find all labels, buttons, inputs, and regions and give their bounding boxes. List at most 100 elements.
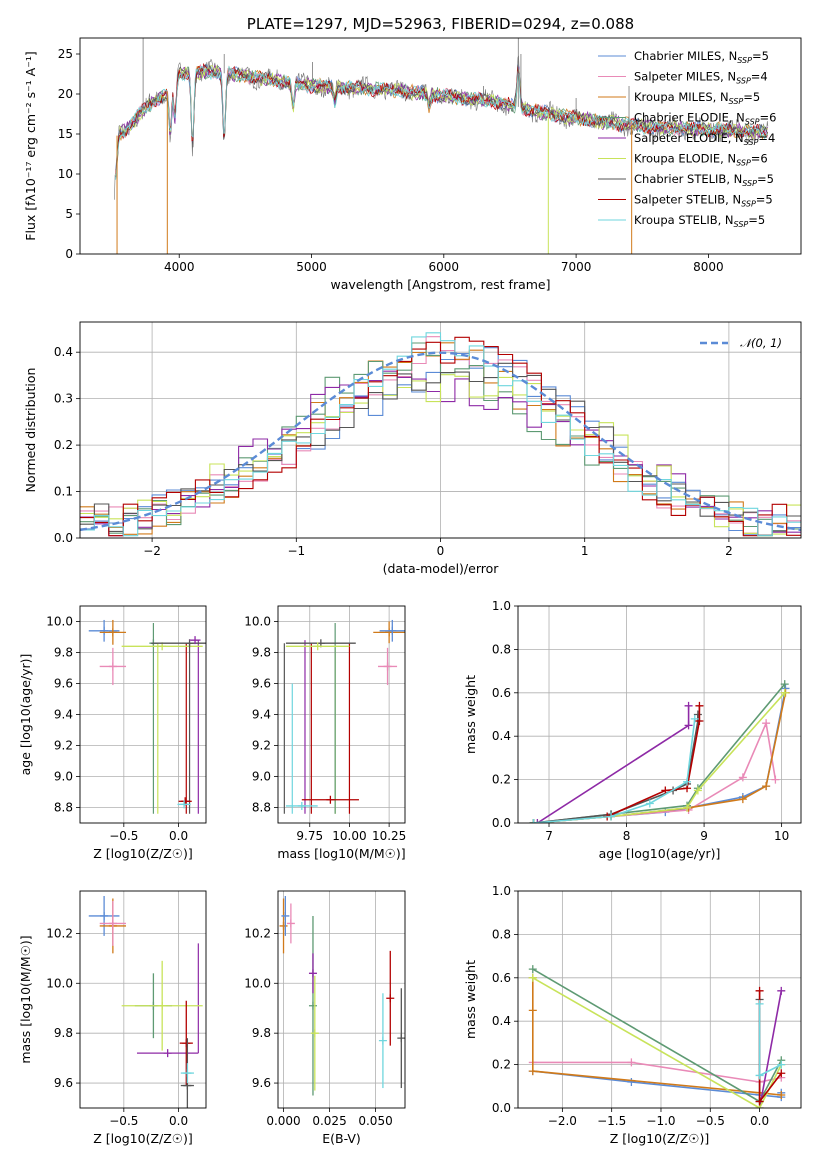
y-tick-label: 10.0	[46, 615, 73, 629]
x-tick-label: 0.0	[169, 1114, 188, 1128]
age_vs_Z-panel: −0.5 0.0 8.8 9.0 9.2 9.4 9.6 9.8 10.0 Z [log10(Z/…	[18, 605, 207, 861]
point-marker	[297, 801, 306, 810]
point-marker	[310, 1029, 319, 1038]
point-marker	[108, 628, 117, 637]
point-marker	[313, 642, 322, 651]
point-marker	[308, 969, 317, 978]
axes-frame	[277, 890, 406, 1109]
x-tick-label: −1.5	[597, 1114, 626, 1128]
x-tick-label: 5000	[296, 260, 327, 274]
mass-weight-marker	[695, 701, 704, 710]
mw_vs_Z-panel: −2.0 −1.5 −1.0 −0.5 0.0 0.0 0.2 0.4 0.6 0.8 1.0 Z […	[463, 884, 802, 1146]
y-tick-label: 9.0	[54, 770, 73, 784]
x-tick-label: −0.5	[109, 829, 138, 843]
y-tick-label: 8.8	[54, 801, 73, 815]
y-axis-label: Normed distribution	[23, 368, 38, 493]
mass-weight-line-chabrier-elodie	[533, 683, 786, 823]
mass-weight-marker	[755, 1097, 764, 1106]
x-tick-label: 2	[725, 544, 733, 558]
mass-weight-line-salpeter-stelib	[606, 705, 701, 818]
data-point-salpeter-miles	[286, 903, 295, 944]
x-axis-label: (data-model)/error	[383, 561, 500, 576]
mass-weight-marker	[683, 803, 692, 812]
legend-label: Chabrier MILES, NSSP=5	[634, 49, 769, 65]
mass-weight-marker	[627, 1077, 636, 1086]
y-tick-label: 0.2	[54, 438, 73, 452]
age_vs_mass-panel: 9.75 10.00 10.25 8.8 9.0 9.2 9.4 9.6 9.8 10.0 mass…	[244, 605, 406, 861]
axes-frame	[79, 37, 802, 255]
x-tick-label: 0.050	[358, 1114, 392, 1128]
data-point-chabrier-miles	[281, 895, 290, 936]
y-tick-label: 0	[65, 247, 73, 261]
point-marker	[183, 1069, 192, 1078]
y-tick-label: 20	[58, 87, 73, 101]
point-marker	[163, 1049, 172, 1058]
x-tick-label: 1	[581, 544, 589, 558]
mass-weight-line-salpeter-elodie	[536, 705, 690, 823]
x-tick-label: 10.00	[332, 829, 366, 843]
y-tick-label: 10.2	[46, 926, 73, 940]
mass-weight-line-salpeter-miles	[532, 1061, 782, 1083]
x-tick-label: 9.75	[296, 829, 323, 843]
data-point-salpeter-elodie	[308, 953, 317, 994]
y-tick-label: 0.0	[492, 816, 511, 830]
y-tick-label: 9.8	[54, 646, 73, 660]
mass-weight-marker	[693, 786, 702, 795]
mass-weight-marker	[661, 786, 670, 795]
data-point-salpeter-stelib	[301, 795, 359, 804]
y-tick-label: 0.0	[492, 1101, 511, 1115]
axes-frame	[517, 605, 802, 824]
data-point-kroupa-elodie	[285, 642, 350, 651]
y-tick-label: 0.8	[492, 927, 511, 941]
y-tick-label: 9.0	[252, 770, 271, 784]
x-axis-label: wavelength [Angstrom, rest frame]	[330, 277, 550, 292]
x-tick-label: 8	[623, 829, 631, 843]
point-marker	[326, 795, 335, 804]
data-point-salpeter-stelib	[179, 1000, 193, 1086]
mass-weight-marker	[777, 986, 786, 995]
mass-weight-marker	[762, 782, 771, 791]
x-tick-label: 0	[437, 544, 445, 558]
x-tick-label: 0.0	[169, 829, 188, 843]
point-marker	[180, 800, 189, 809]
y-axis-label: age [log10(age/yr)]	[18, 654, 33, 776]
y-tick-label: 9.8	[54, 1026, 73, 1040]
spectrum-legend: Chabrier MILES, NSSP=5 Salpeter MILES, NS…	[598, 49, 776, 229]
mass-weight-marker	[755, 1071, 764, 1080]
y-tick-label: 0.1	[54, 485, 73, 499]
mass-weight-line-kroupa-elodie	[533, 692, 786, 823]
point-marker	[383, 662, 392, 671]
mass-weight-marker	[684, 721, 693, 730]
data-point-chabrier-elodie	[308, 915, 317, 1096]
y-tick-label: 10.0	[46, 976, 73, 990]
x-tick-label: −1	[287, 544, 305, 558]
x-tick-label: −2.0	[548, 1114, 577, 1128]
point-marker	[281, 911, 290, 920]
y-tick-label: 10.2	[244, 926, 271, 940]
point-marker	[182, 1039, 191, 1048]
point-marker	[185, 639, 194, 648]
model-spectrum-chabrier-stelib	[115, 63, 769, 175]
data-point-chabrier-miles	[379, 619, 405, 642]
mass-weight-marker	[755, 999, 764, 1008]
legend-label: Chabrier STELIB, NSSP=5	[634, 172, 774, 188]
mass-weight-marker	[627, 1058, 636, 1067]
spectrum-panel: 4000 5000 6000 7000 8000 0 5 10 15 20 25 wavelength…	[23, 15, 802, 292]
x-tick-label: 6000	[429, 260, 460, 274]
point-marker	[286, 919, 295, 928]
legend-label: Salpeter MILES, NSSP=4	[634, 70, 768, 86]
point-marker	[397, 1034, 405, 1043]
residuals-plot-area	[80, 332, 801, 537]
y-tick-label: 10.0	[244, 615, 271, 629]
x-axis-label: age [log10(age/yr)]	[599, 846, 721, 861]
mass-weight-marker	[777, 1069, 786, 1078]
mass-weight-marker	[645, 799, 654, 808]
y-tick-label: 0.4	[492, 1014, 511, 1028]
x-tick-label: 7	[545, 829, 553, 843]
mass-weight-marker	[684, 701, 693, 710]
axes-frame	[79, 890, 207, 1109]
y-tick-label: 0.2	[492, 1058, 511, 1072]
data-point-chabrier-miles	[88, 619, 120, 642]
point-marker	[100, 911, 109, 920]
mass-weight-line-kroupa-miles	[533, 692, 787, 823]
